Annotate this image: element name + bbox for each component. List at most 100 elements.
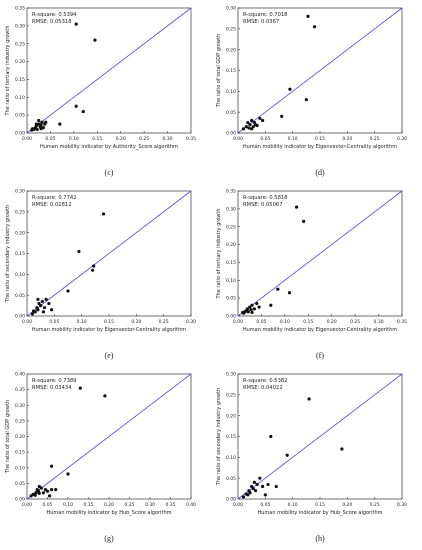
x-tick-label: 0.15 [92, 136, 102, 142]
data-point [269, 434, 273, 439]
y-tick-label: 0.30 [226, 6, 236, 12]
data-point [39, 303, 43, 308]
data-point [36, 308, 40, 312]
y-tick-label: 0.00 [226, 131, 236, 137]
x-tick-label: 0.05 [45, 136, 55, 142]
data-point [246, 310, 250, 314]
stats-annotation: RMSE: 0.02812 [32, 202, 72, 208]
scatter-plot: 0.00 0.05 0.10 0.15 0.20 0.25 0.30 0.00 0.05 0.10… [216, 6, 407, 177]
data-point [261, 484, 265, 489]
y-tick-label: 0.00 [226, 497, 236, 503]
y-tick-label: 0.05 [226, 476, 236, 482]
data-point [47, 494, 52, 498]
y-tick-label: 0.10 [226, 455, 236, 461]
x-axis-label: Human mobility indicator by Eigenvector-… [32, 327, 186, 333]
x-tick-label: 0.35 [165, 502, 175, 508]
y-tick-label: 0.35 [226, 189, 236, 195]
data-point [340, 447, 344, 451]
y-tick-label: 0.05 [15, 293, 25, 299]
data-point [74, 104, 78, 108]
data-point [255, 482, 259, 487]
data-point [241, 127, 246, 131]
x-tick-label: 0.05 [256, 319, 266, 325]
data-point [40, 120, 44, 124]
fit-line [237, 190, 403, 317]
y-tick-label: 0.15 [226, 434, 236, 440]
y-tick-label: 0.15 [15, 251, 25, 257]
x-tick-label: 0.25 [124, 502, 134, 508]
stats-annotation: R-square: 0.7018 [243, 12, 288, 18]
data-point [248, 491, 252, 495]
data-point [103, 394, 107, 398]
data-point [257, 305, 261, 309]
data-point [258, 476, 262, 480]
data-point [241, 495, 246, 499]
data-point [34, 491, 38, 495]
data-point [50, 464, 54, 468]
data-point [306, 14, 310, 18]
y-tick-label: 0.20 [15, 434, 25, 440]
data-point [33, 493, 37, 497]
x-axis-label: Human mobility indicator by Authority_Sc… [40, 144, 178, 150]
data-point [39, 127, 43, 131]
x-tick-label: 0.15 [315, 136, 325, 142]
data-point [37, 484, 41, 489]
panel-caption: (e) [105, 351, 114, 360]
y-axis-label: The ratio of secondary industry growth [5, 205, 11, 303]
data-point [251, 486, 255, 491]
x-tick-label: 0.05 [49, 319, 59, 325]
y-tick-label: 0.05 [226, 110, 236, 116]
stats-annotation: RMSE: 0.0367 [243, 19, 279, 25]
data-point [45, 489, 50, 493]
y-tick-label: 0.30 [226, 206, 236, 212]
stats-annotation: RMSE: 0.05067 [243, 202, 283, 208]
x-axis-label: Human mobility indicator by Hub_Score al… [257, 510, 382, 516]
data-point [276, 287, 280, 291]
data-point [294, 205, 299, 209]
y-tick-label: 0.30 [15, 189, 25, 195]
data-point [246, 120, 250, 125]
data-point [269, 303, 273, 307]
stats-annotation: R-square: 0.5394 [32, 12, 77, 18]
stats-annotation: RMSE: 0.05318 [32, 19, 72, 25]
scatter-plot: 0.00 0.05 0.10 0.15 0.20 0.25 0.30 0.35 0.00 0.05… [216, 189, 407, 360]
y-tick-label: 0.00 [15, 314, 25, 320]
y-axis-label: The ratio of secondary industry growth [216, 388, 222, 486]
panel-caption: (h) [315, 534, 325, 543]
panel-caption: (c) [105, 168, 114, 177]
x-tick-label: 0.30 [163, 136, 173, 142]
data-point [37, 118, 41, 123]
y-tick-label: 0.10 [226, 89, 236, 95]
data-point [250, 310, 254, 315]
y-tick-label: 0.10 [15, 95, 25, 101]
data-point [66, 472, 70, 476]
x-tick-label: 0.30 [397, 136, 407, 142]
x-tick-label: 0.15 [83, 502, 93, 508]
data-point [246, 493, 250, 497]
data-point [77, 249, 81, 254]
data-point [247, 126, 251, 130]
x-axis-label: Human mobility indicator by Eigenvector-… [243, 144, 397, 150]
stats-annotation: RMSE: 0.04022 [243, 385, 283, 391]
x-tick-label: 0.15 [303, 319, 313, 325]
data-point [261, 118, 265, 123]
scatter-plot: 0.00 0.05 0.10 0.15 0.20 0.25 0.30 0.35 0.40 0.00… [5, 372, 196, 543]
data-point [248, 123, 252, 127]
data-point [250, 118, 254, 123]
data-point [258, 116, 262, 121]
x-tick-label: 0.00 [22, 136, 32, 142]
x-tick-label: 0.00 [233, 136, 243, 142]
data-point [34, 122, 38, 126]
data-point [41, 310, 46, 314]
x-axis-label: Human mobility indicator by Hub_Score al… [46, 510, 171, 516]
fit-line [26, 190, 192, 317]
x-tick-label: 0.25 [139, 136, 149, 142]
y-tick-label: 0.15 [226, 68, 236, 74]
scatter-plot: 0.00 0.05 0.10 0.15 0.20 0.25 0.30 0.00 0.05 0.10… [5, 189, 196, 360]
y-tick-label: 0.05 [15, 113, 25, 119]
x-tick-label: 0.40 [186, 502, 196, 508]
y-tick-label: 0.25 [226, 26, 236, 32]
y-tick-label: 0.40 [15, 372, 25, 378]
data-point [50, 488, 54, 492]
